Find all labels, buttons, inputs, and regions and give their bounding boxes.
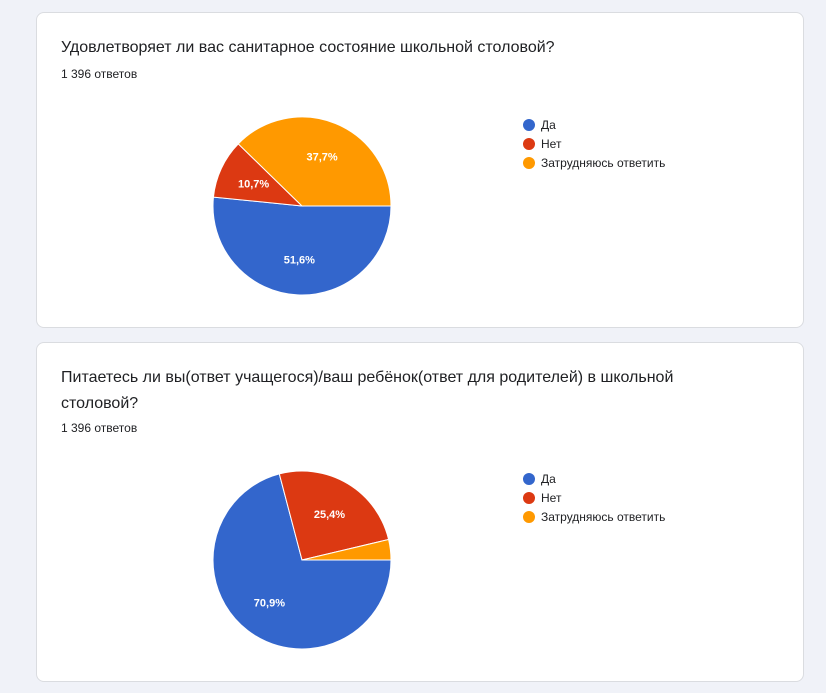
legend-dot-icon — [523, 491, 535, 504]
legend-item-da: Да — [523, 115, 665, 134]
slice-label-net: 25,4% — [314, 509, 345, 521]
response-count: 1 396 ответов — [61, 421, 138, 435]
legend-dot-icon — [523, 118, 535, 131]
legend-item-da: Да — [523, 469, 665, 488]
pie-slice-zatr — [237, 116, 392, 207]
legend-label: Да — [541, 117, 556, 132]
question-card-1: Удовлетворяет ли вас санитарное состояни… — [36, 12, 804, 328]
legend-item-zatr: Затрудняюсь ответить — [523, 507, 665, 526]
slice-label-da: 51,6% — [284, 254, 315, 266]
pie-slice-zatr — [301, 538, 392, 561]
legend-label: Нет — [541, 136, 562, 151]
question-title: Удовлетворяет ли вас санитарное состояни… — [61, 39, 555, 56]
pie-slice-da — [212, 473, 392, 650]
legend-dot-icon — [523, 156, 535, 169]
pie-slice-da — [212, 196, 392, 296]
slice-label-da: 70,9% — [254, 597, 285, 609]
legend-item-zatr: Затрудняюсь ответить — [523, 153, 665, 172]
response-count: 1 396 ответов — [61, 67, 138, 81]
pie-slice-net — [278, 470, 390, 561]
legend-item-net: Нет — [523, 488, 665, 507]
chart-legend: Да Нет Затрудняюсь ответить — [523, 469, 665, 526]
chart-legend: Да Нет Затрудняюсь ответить — [523, 115, 665, 172]
legend-label: Да — [541, 471, 556, 486]
question-card-2: Питаетесь ли вы(ответ учащегося)/ваш реб… — [36, 342, 804, 682]
legend-dot-icon — [523, 510, 535, 523]
pie-chart: 51,6% 10,7% 37,7% — [212, 116, 392, 296]
legend-label: Затрудняюсь ответить — [541, 155, 666, 170]
legend-item-net: Нет — [523, 134, 665, 153]
pie-chart: 70,9% 25,4% — [212, 470, 392, 650]
legend-dot-icon — [523, 137, 535, 150]
slice-label-zatr: 37,7% — [307, 152, 338, 164]
legend-label: Затрудняюсь ответить — [541, 509, 666, 524]
legend-dot-icon — [523, 472, 535, 485]
legend-label: Нет — [541, 490, 562, 505]
slice-label-net: 10,7% — [238, 178, 269, 190]
question-title: Питаетесь ли вы(ответ учащегося)/ваш реб… — [61, 369, 674, 412]
